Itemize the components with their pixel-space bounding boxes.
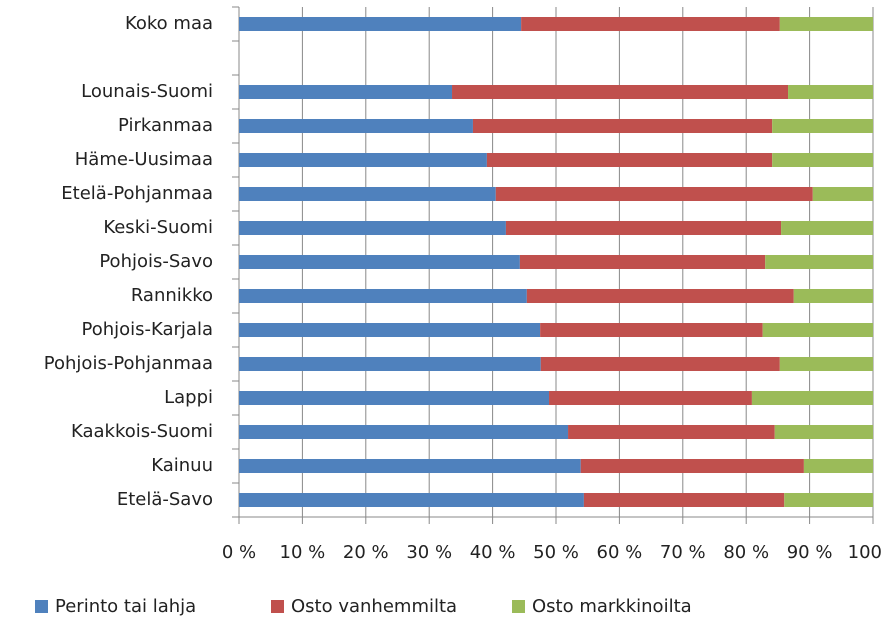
bar [793,289,873,303]
bar [239,17,522,31]
bar [774,425,873,439]
y-tick-label: Etelä-Pohjanmaa [61,183,213,204]
y-tick-label: Lappi [164,387,213,408]
bar [779,357,873,371]
legend-label: Osto vanhemmilta [291,596,457,617]
x-tick-label: 100 [848,542,882,563]
bar [580,459,804,473]
bar [239,187,496,201]
bar [765,255,873,269]
bar [239,459,581,473]
bar [583,493,785,507]
bar [772,119,873,133]
bar [486,153,773,167]
x-tick-label: 90 % [787,542,833,563]
bar [751,391,873,405]
bar [472,119,773,133]
y-tick-label: Pohjois-Savo [99,251,213,272]
legend-swatch [35,600,48,613]
y-tick-label: Etelä-Savo [117,489,213,510]
y-tick-label: Pirkanmaa [118,115,213,136]
legend-label: Osto markkinoilta [532,596,692,617]
bar [772,153,873,167]
bar [239,357,541,371]
y-tick-label: Lounais-Suomi [81,81,213,102]
bar [239,221,506,235]
y-tick-label: Häme-Uusimaa [75,149,213,170]
bar [568,425,775,439]
bar [762,323,873,337]
x-tick-label: 10 % [280,542,326,563]
y-tick-label: Rannikko [131,285,213,306]
bar [239,153,487,167]
y-tick-label: Kaakkois-Suomi [71,421,213,442]
bar [519,255,766,269]
y-tick-label: Koko maa [125,13,213,34]
bar [784,493,873,507]
x-tick-label: 40 % [470,542,516,563]
y-tick-label: Kainuu [151,455,213,476]
bar [452,85,789,99]
legend-swatch [271,600,284,613]
bar [239,391,550,405]
bar [779,17,873,31]
bar [239,289,527,303]
bar [239,323,541,337]
legend-label: Perinto tai lahja [55,596,196,617]
x-tick-label: 20 % [343,542,389,563]
x-tick-label: 50 % [533,542,579,563]
x-tick-label: 30 % [406,542,452,563]
bar [540,357,780,371]
x-tick-label: 60 % [597,542,643,563]
bar [788,85,873,99]
bar [239,493,584,507]
y-tick-label: Keski-Suomi [103,217,213,238]
bar [505,221,782,235]
bar [239,85,453,99]
bar [526,289,794,303]
bar [521,17,780,31]
bar [812,187,873,201]
y-tick-label: Pohjois-Pohjanmaa [44,353,213,374]
bar [239,255,520,269]
bar [781,221,873,235]
x-tick-label: 0 % [222,542,256,563]
bar [239,119,473,133]
bar [540,323,763,337]
bar [239,425,569,439]
legend-swatch [512,600,525,613]
bar [549,391,752,405]
y-tick-label: Pohjois-Karjala [81,319,213,340]
bar [495,187,813,201]
bar [803,459,873,473]
x-tick-label: 70 % [660,542,706,563]
x-tick-label: 80 % [723,542,769,563]
